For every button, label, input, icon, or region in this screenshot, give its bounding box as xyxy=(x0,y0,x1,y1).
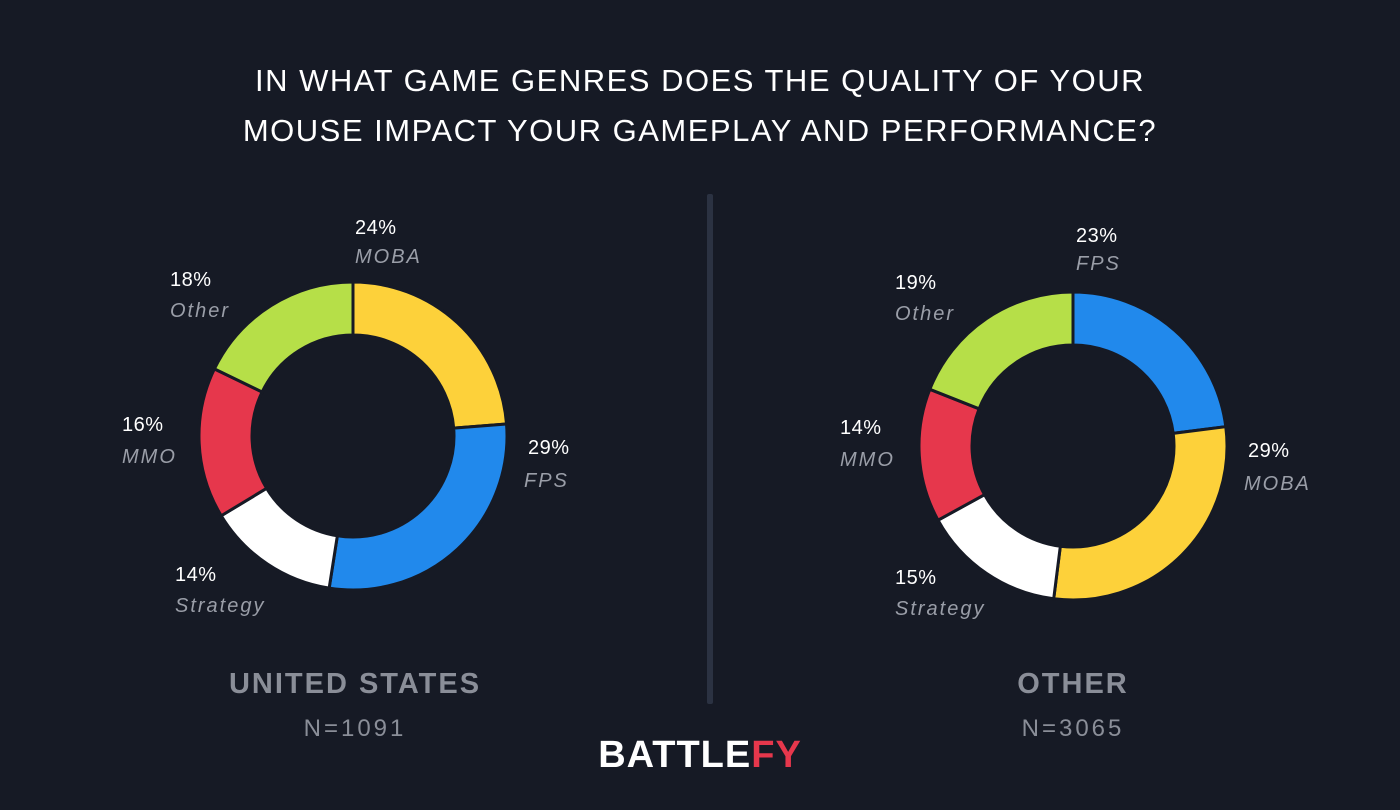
other-fps-label: FPS xyxy=(1076,253,1121,275)
us-fps-label: FPS xyxy=(524,470,569,492)
chart-title: IN WHAT GAME GENRES DOES THE QUALITY OF … xyxy=(0,56,1400,156)
other-slice-other xyxy=(927,290,1075,411)
us-moba-label: MOBA xyxy=(355,246,422,268)
panel-divider xyxy=(707,194,713,704)
us-fps-pct: 29% xyxy=(528,437,570,459)
logo-text-battle: BATTLE xyxy=(598,734,752,776)
us-mmo-label: MMO xyxy=(122,446,177,468)
other-moba-label: MOBA xyxy=(1244,473,1311,495)
us-slice-other xyxy=(212,280,355,394)
battlefy-logo: BATTLEFY xyxy=(0,734,1400,777)
other-slice-mmo xyxy=(917,387,987,523)
other-other-label: Other xyxy=(895,303,956,325)
us-mmo-pct: 16% xyxy=(122,414,164,436)
other-slice-fps xyxy=(1071,290,1228,436)
us-slice-fps xyxy=(327,422,509,592)
us-strategy-label: Strategy xyxy=(175,595,266,617)
chart-title-line-2: MOUSE IMPACT YOUR GAMEPLAY AND PERFORMAN… xyxy=(242,113,1158,148)
other-fps-pct: 23% xyxy=(1076,225,1118,247)
other-mmo-label: MMO xyxy=(840,449,895,471)
other-slice-moba xyxy=(1052,425,1229,602)
logo-text-fy: FY xyxy=(751,734,802,776)
us-other-label: Other xyxy=(170,300,231,322)
sample-size-other: N=3065 xyxy=(1021,715,1125,742)
sample-size-united-states: N=1091 xyxy=(303,715,407,742)
other-mmo-pct: 14% xyxy=(840,417,882,439)
region-title-other: OTHER xyxy=(1017,668,1129,700)
us-strategy-pct: 14% xyxy=(175,564,217,586)
other-moba-pct: 29% xyxy=(1248,440,1290,462)
region-title-united-states: UNITED STATES xyxy=(228,668,482,700)
other-strategy-label: Strategy xyxy=(895,598,986,620)
other-other-pct: 19% xyxy=(895,272,937,294)
chart-title-line-1: IN WHAT GAME GENRES DOES THE QUALITY OF … xyxy=(255,63,1145,98)
other-strategy-pct: 15% xyxy=(895,567,937,589)
us-other-pct: 18% xyxy=(170,269,212,291)
us-moba-pct: 24% xyxy=(355,217,397,239)
